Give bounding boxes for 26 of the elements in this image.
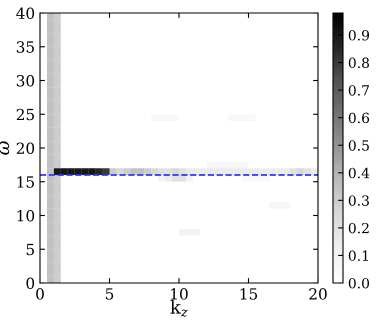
- y-tick-label: 15: [18, 176, 34, 188]
- color-bar-label: 0.0: [348, 278, 370, 288]
- color-bar-label: 0.8: [348, 58, 370, 68]
- y-tick-label: 30: [16, 74, 34, 87]
- y-axis-title: ω: [0, 141, 10, 155]
- color-bar-label: 0.5: [348, 140, 369, 151]
- y-tick-label: 0: [26, 277, 34, 290]
- color-bar-label: 0.3: [348, 195, 369, 206]
- y-tick-label: 20: [16, 142, 34, 154]
- color-bar-label: 0.7: [348, 85, 369, 96]
- y-tick-label: 25: [16, 108, 34, 120]
- x-tick-label: 20: [309, 288, 327, 300]
- color-bar-label: 0.9: [348, 30, 370, 41]
- y-tick-label: 35: [16, 41, 34, 53]
- color-bar-label: 0.6: [348, 112, 370, 124]
- x-tick-label: 5: [106, 288, 114, 300]
- color-bar-label: 0.1: [348, 250, 368, 261]
- x-tick-label: 0: [36, 288, 44, 300]
- y-tick-label: 5: [26, 244, 34, 256]
- color-bar-label: 0.4: [348, 168, 370, 178]
- y-tick-label: 10: [18, 210, 34, 222]
- y-tick-label: 40: [16, 7, 34, 20]
- x-tick-label: 15: [240, 288, 258, 300]
- x-tick-label: 10: [171, 288, 188, 300]
- color-bar-label: 0.2: [348, 222, 369, 234]
- x-axis-title: k$_{z}$: [170, 300, 188, 317]
